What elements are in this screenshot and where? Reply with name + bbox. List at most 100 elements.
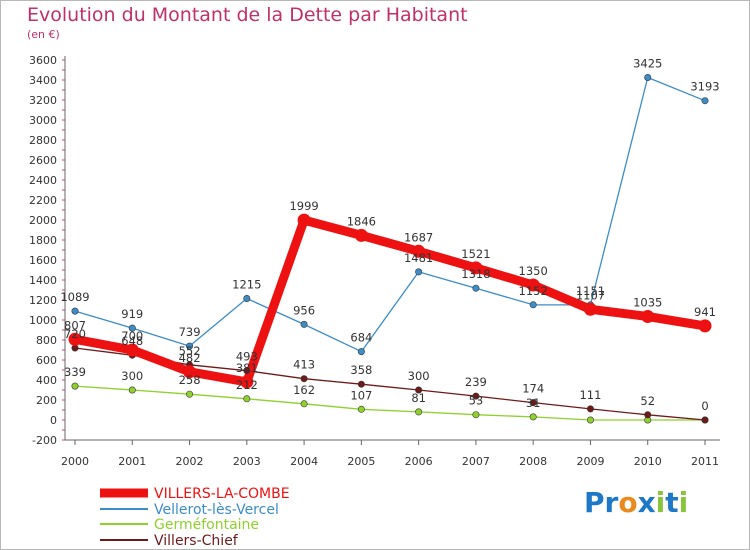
data-point-3 <box>644 411 652 419</box>
data-label-1: 3425 <box>633 57 662 71</box>
data-point-1 <box>644 74 652 82</box>
data-point-1 <box>701 97 709 105</box>
data-point-2 <box>71 382 79 390</box>
data-label-1: 1089 <box>60 290 89 304</box>
data-point-1 <box>300 320 308 328</box>
data-label-0: 1687 <box>404 230 433 244</box>
chart-title: Evolution du Montant de la Dette par Hab… <box>27 4 468 26</box>
data-label-1: 684 <box>350 331 372 345</box>
data-label-0: 482 <box>179 351 201 365</box>
data-label-2: 339 <box>64 365 86 379</box>
data-label-1: 1481 <box>404 251 433 265</box>
y-tick-label: 800 <box>36 334 57 347</box>
data-label-1: 739 <box>179 325 201 339</box>
data-label-3: 239 <box>465 375 487 389</box>
data-label-2: 81 <box>411 391 426 405</box>
y-tick-label: 1000 <box>29 314 57 327</box>
data-point-0 <box>297 213 311 227</box>
data-label-3: 358 <box>350 363 372 377</box>
y-tick-label: 2600 <box>29 154 57 167</box>
y-tick-label: 3200 <box>29 94 57 107</box>
data-label-1: 3193 <box>690 80 719 94</box>
legend-label-1: Vellerot-lès-Vercel <box>154 502 279 518</box>
data-point-3 <box>300 375 308 383</box>
data-label-3: 174 <box>522 382 544 396</box>
logo-letter: t <box>665 486 679 519</box>
data-label-1: 919 <box>121 307 143 321</box>
data-point-2 <box>357 405 365 413</box>
data-point-0 <box>698 319 712 333</box>
data-label-3: 493 <box>236 350 258 364</box>
logo-letter: r <box>604 486 619 519</box>
x-tick-label: 2007 <box>462 455 490 468</box>
data-point-2 <box>243 395 251 403</box>
data-labels: 807 700 482 381 1999 1846 1687 1521 1350 1107 1035… <box>60 57 719 414</box>
y-tick-label: 1800 <box>29 234 57 247</box>
data-label-1: 1318 <box>461 267 490 281</box>
x-tick-label: 2011 <box>691 455 719 468</box>
logo-letter: x <box>637 486 656 519</box>
data-point-0 <box>68 332 82 346</box>
data-point-1 <box>529 301 537 309</box>
data-point-2 <box>586 416 594 424</box>
y-tick-label: 2000 <box>29 214 57 227</box>
legend-label-3: Villers-Chief <box>154 533 239 549</box>
proxiti-logo: Proxiti <box>584 486 688 519</box>
data-label-3: 552 <box>179 344 201 358</box>
data-label-0: 1107 <box>576 288 605 302</box>
y-tick-label: 600 <box>36 354 57 367</box>
data-label-3: 0 <box>701 399 708 413</box>
logo-letter: i <box>655 486 666 519</box>
x-tick-label: 2009 <box>576 455 604 468</box>
logo-letter: i <box>678 486 689 519</box>
data-label-2: 212 <box>236 378 258 392</box>
data-point-0 <box>412 244 426 258</box>
data-label-0: 1999 <box>289 199 318 213</box>
data-label-3: 52 <box>640 394 655 408</box>
data-point-2 <box>128 386 136 394</box>
y-tick-label: 400 <box>36 374 57 387</box>
data-label-3: 111 <box>579 388 601 402</box>
legend: VILLERS-LA-COMBEVellerot-lès-VercelGermé… <box>100 486 290 549</box>
data-point-1 <box>71 307 79 315</box>
data-label-2: 300 <box>121 369 143 383</box>
data-point-1 <box>186 342 194 350</box>
x-tick-label: 2000 <box>61 455 89 468</box>
data-label-0: 1350 <box>519 264 548 278</box>
data-point-0 <box>469 261 483 275</box>
data-label-3: 300 <box>408 369 430 383</box>
series-line-3 <box>74 347 706 421</box>
data-label-1: 1215 <box>232 278 261 292</box>
data-point-0 <box>354 228 368 242</box>
data-label-2: 31 <box>526 396 541 410</box>
series-line-2 <box>74 385 706 421</box>
data-point-2 <box>300 400 308 408</box>
data-point-2 <box>472 411 480 419</box>
chart-subtitle: (en €) <box>27 28 60 41</box>
x-tick-label: 2003 <box>233 455 261 468</box>
data-label-0: 1035 <box>633 296 662 310</box>
data-label-1: 1152 <box>519 284 548 298</box>
data-point-3 <box>586 405 594 413</box>
x-tick-label: 2008 <box>519 455 547 468</box>
data-point-1 <box>415 268 423 276</box>
data-label-0: 1846 <box>347 214 376 228</box>
data-label-2: 53 <box>469 394 484 408</box>
y-tick-label: 3000 <box>29 114 57 127</box>
y-tick-label: 1200 <box>29 294 57 307</box>
data-point-2 <box>415 408 423 416</box>
data-point-1 <box>357 348 365 356</box>
data-label-0: 1521 <box>461 247 490 261</box>
data-label-0: 381 <box>236 361 258 375</box>
logo-letter: P <box>584 486 605 519</box>
data-point-0 <box>641 310 655 323</box>
x-tick-label: 2010 <box>634 455 662 468</box>
y-tick-label: 2200 <box>29 194 57 207</box>
series-line-1 <box>74 76 706 353</box>
y-tick-label: 3400 <box>29 74 57 87</box>
data-point-0 <box>583 302 597 316</box>
x-tick-label: 2006 <box>405 455 433 468</box>
data-point-3 <box>243 367 251 375</box>
data-point-2 <box>529 413 537 421</box>
